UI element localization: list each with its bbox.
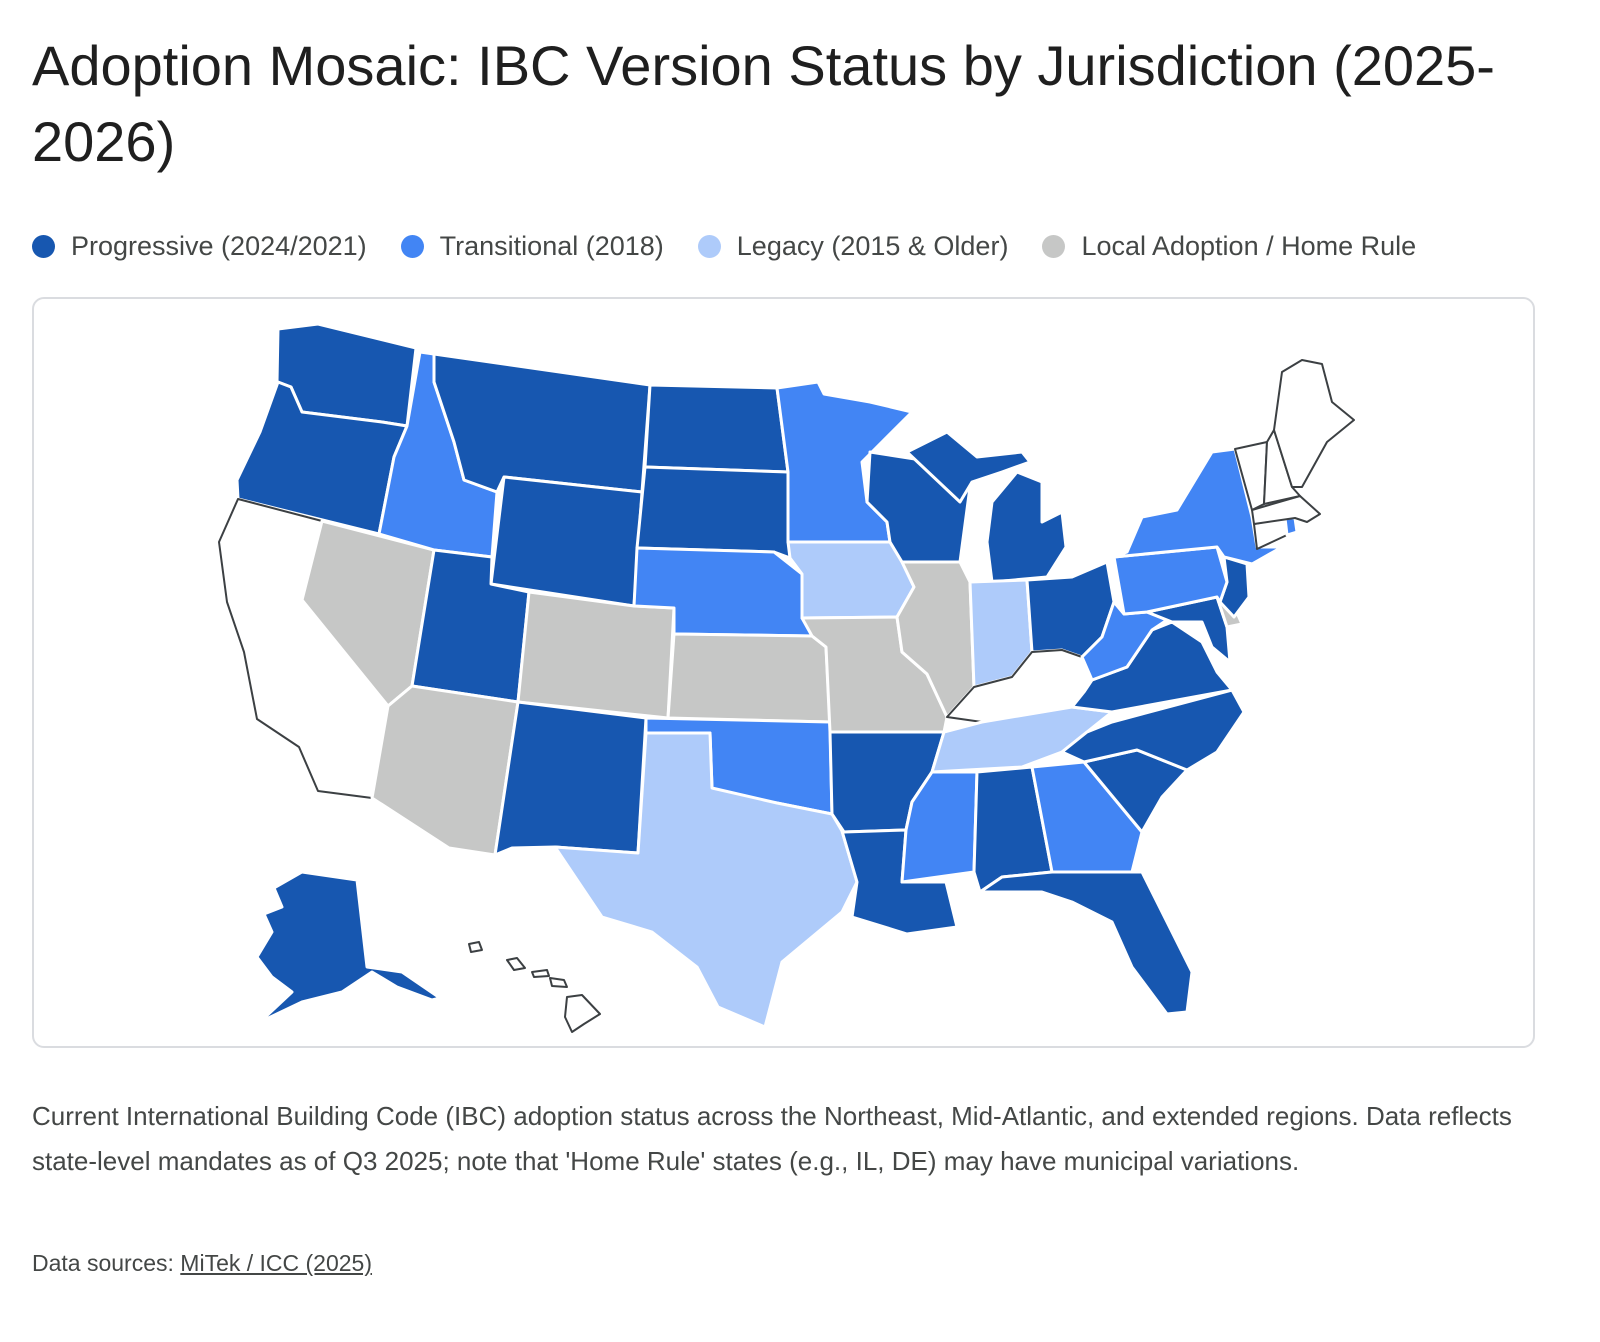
state-RI[interactable] bbox=[1283, 516, 1299, 537]
legend-swatch-legacy bbox=[697, 234, 721, 258]
state-MN[interactable] bbox=[775, 380, 914, 544]
legend-swatch-transitional bbox=[400, 234, 424, 258]
state-MT[interactable] bbox=[432, 352, 652, 494]
legend: Progressive (2024/2021) Transitional (20… bbox=[32, 226, 1450, 266]
state-AZ[interactable] bbox=[370, 684, 520, 857]
chart-caption: Current International Building Code (IBC… bbox=[32, 1101, 1512, 1176]
data-sources: Data sources: MiTek / ICC (2025) bbox=[32, 1250, 372, 1277]
chart-title: Adoption Mosaic: IBC Version Status by J… bbox=[32, 34, 1495, 173]
legend-label-progressive: Progressive (2024/2021) bbox=[71, 230, 367, 261]
state-PA[interactable] bbox=[1112, 545, 1229, 616]
legend-label-legacy: Legacy (2015 & Older) bbox=[736, 230, 1009, 261]
sources-link[interactable]: MiTek / ICC (2025) bbox=[180, 1250, 373, 1276]
state-ME[interactable] bbox=[1273, 359, 1355, 488]
legend-label-home-rule: Local Adoption / Home Rule bbox=[1081, 230, 1417, 261]
state-NC[interactable] bbox=[1060, 688, 1246, 772]
legend-item-legacy[interactable]: Legacy (2015 & Older) bbox=[697, 230, 1009, 262]
state-AK[interactable] bbox=[255, 870, 442, 1024]
legend-item-progressive[interactable]: Progressive (2024/2021) bbox=[32, 231, 367, 262]
sources-prefix: Data sources: bbox=[32, 1250, 181, 1276]
state-MI[interactable] bbox=[905, 430, 1068, 584]
state-CO[interactable] bbox=[516, 590, 676, 720]
map-card bbox=[32, 297, 1535, 1048]
state-SD[interactable] bbox=[635, 465, 792, 560]
state-GA[interactable] bbox=[1030, 760, 1144, 874]
state-FL[interactable] bbox=[978, 870, 1194, 1016]
us-map bbox=[218, 322, 1355, 1033]
state-KS[interactable] bbox=[666, 632, 832, 724]
state-NM[interactable] bbox=[493, 700, 648, 857]
legend-swatch-home-rule bbox=[1042, 234, 1066, 258]
legend-item-home-rule[interactable]: Local Adoption / Home Rule bbox=[1042, 231, 1416, 262]
state-TX[interactable] bbox=[553, 731, 859, 1029]
legend-swatch-progressive bbox=[32, 234, 55, 258]
legend-item-transitional[interactable]: Transitional (2018) bbox=[400, 230, 664, 262]
state-WY[interactable] bbox=[489, 475, 644, 608]
state-ND[interactable] bbox=[643, 383, 790, 474]
legend-label-transitional: Transitional (2018) bbox=[439, 230, 664, 261]
state-IL[interactable] bbox=[895, 560, 976, 719]
state-HI[interactable] bbox=[468, 941, 601, 1033]
